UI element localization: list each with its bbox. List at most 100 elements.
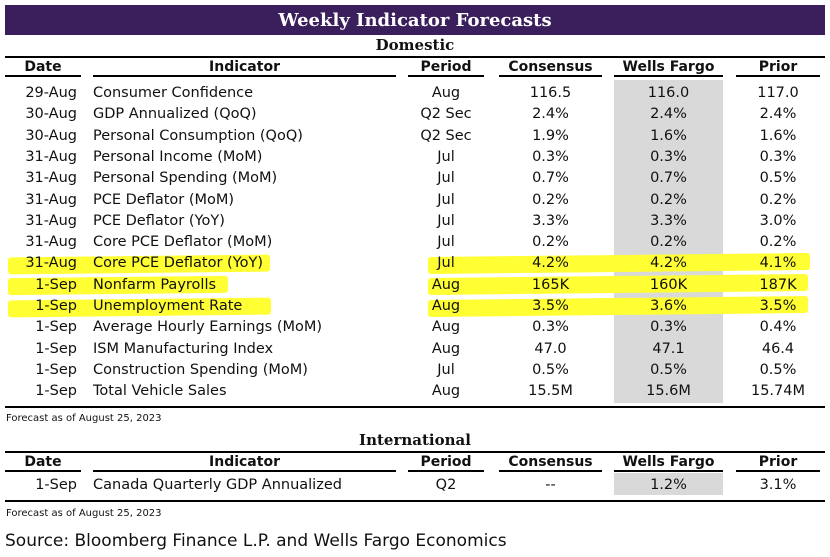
- row-prior: 117.0: [757, 85, 799, 101]
- row-indicator: GDP Annualized (QoQ): [93, 106, 257, 123]
- row-consensus: 15.5M: [528, 383, 573, 400]
- row-period: Aug: [431, 340, 461, 357]
- table-row: 1-Sep Unemployment Rate Aug 3.5% 3.6% 3.5%: [5, 295, 825, 316]
- row-period: Q2 Sec: [420, 127, 472, 144]
- row-wells-fargo: 2.4%: [650, 106, 687, 123]
- row-prior: 0.2%: [759, 191, 797, 208]
- international-header-row: Date Indicator Period Consensus Wells Fa…: [5, 451, 825, 473]
- row-date: 31-Aug: [25, 234, 77, 251]
- row-indicator: Core PCE Deflator (YoY): [93, 255, 264, 272]
- table-row: 31-Aug Core PCE Deflator (MoM) Jul 0.2% 0.2%…: [5, 231, 825, 252]
- row-consensus: 0.2%: [532, 234, 569, 251]
- row-indicator: PCE Deflator (MoM): [93, 191, 235, 208]
- row-wells-fargo: 3.3%: [650, 212, 687, 229]
- row-prior: 3.5%: [759, 298, 797, 314]
- row-wells-fargo: 1.6%: [650, 127, 687, 144]
- wells-fargo-column-shade: [614, 80, 723, 403]
- row-prior: 0.5%: [759, 170, 797, 187]
- row-prior: 0.4%: [759, 319, 797, 336]
- table-row: 1-Sep Nonfarm Payrolls Aug 165K 160K 187K: [5, 274, 825, 295]
- source-note: Source: Bloomberg Finance L.P. and Wells…: [5, 531, 507, 551]
- table-row: 1-Sep Total Vehicle Sales Aug 15.5M 15.6M 15.…: [5, 380, 825, 401]
- row-date: 1-Sep: [35, 276, 77, 293]
- row-indicator: Average Hourly Earnings (MoM): [93, 319, 323, 336]
- row-prior: 0.5%: [759, 361, 797, 378]
- header-prior: Prior: [736, 59, 820, 77]
- row-wells-fargo: 47.1: [652, 340, 685, 357]
- header-wells-fargo: Wells Fargo: [614, 454, 723, 472]
- row-consensus: 0.3%: [532, 148, 569, 165]
- row-indicator: Core PCE Deflator (MoM): [93, 234, 273, 251]
- row-date: 30-Aug: [25, 127, 77, 144]
- row-wells-fargo: 4.2%: [650, 255, 687, 272]
- header-consensus: Consensus: [499, 454, 602, 472]
- row-period: Jul: [437, 170, 455, 187]
- row-indicator: Personal Spending (MoM): [93, 170, 278, 187]
- table-row: 31-Aug Core PCE Deflator (YoY) Jul 4.2% 4.2%…: [5, 252, 825, 273]
- row-period: Jul: [437, 191, 455, 208]
- row-period: Aug: [431, 298, 461, 314]
- row-period: Jul: [437, 255, 455, 272]
- row-consensus: 47.0: [534, 340, 567, 357]
- row-wells-fargo: 15.6M: [646, 383, 691, 400]
- table-row: 31-Aug Personal Income (MoM) Jul 0.3% 0.3% 0.…: [5, 146, 825, 167]
- domestic-header-row: Date Indicator Period Consensus Wells Fa…: [5, 56, 825, 78]
- row-period: Aug: [431, 85, 461, 101]
- row-wells-fargo: 0.3%: [650, 319, 687, 336]
- row-date: 1-Sep: [35, 361, 77, 378]
- row-prior: 187K: [759, 276, 797, 293]
- row-consensus: 1.9%: [532, 127, 569, 144]
- row-indicator: Canada Quarterly GDP Annualized: [93, 477, 342, 493]
- row-consensus: 165K: [531, 276, 570, 293]
- header-period: Period: [408, 454, 484, 472]
- row-date: 31-Aug: [25, 191, 77, 208]
- row-wells-fargo: 160K: [649, 276, 688, 293]
- table-row: 1-Sep Average Hourly Earnings (MoM) Aug 0.3…: [5, 316, 825, 337]
- table-row: 30-Aug Personal Consumption (QoQ) Q2 Sec 1.…: [5, 125, 825, 146]
- row-date: 1-Sep: [35, 298, 77, 314]
- row-consensus: 3.5%: [532, 298, 569, 314]
- row-date: 31-Aug: [25, 255, 77, 272]
- header-indicator: Indicator: [93, 454, 396, 472]
- row-consensus: 0.2%: [532, 191, 569, 208]
- row-indicator: Consumer Confidence: [93, 85, 254, 101]
- row-indicator: PCE Deflator (YoY): [93, 212, 225, 229]
- row-period: Q2: [435, 477, 457, 493]
- row-date: 1-Sep: [35, 383, 77, 400]
- row-prior: 3.1%: [759, 477, 797, 493]
- row-consensus: 4.2%: [532, 255, 569, 272]
- header-consensus: Consensus: [499, 59, 602, 77]
- row-prior: 2.4%: [759, 106, 797, 123]
- row-wells-fargo: 0.2%: [650, 191, 687, 208]
- row-indicator: Construction Spending (MoM): [93, 361, 308, 378]
- row-date: 31-Aug: [25, 212, 77, 229]
- row-period: Jul: [437, 148, 455, 165]
- row-consensus: --: [545, 477, 556, 493]
- row-period: Jul: [437, 212, 455, 229]
- table-row: 31-Aug PCE Deflator (YoY) Jul 3.3% 3.3% 3.0%: [5, 210, 825, 231]
- row-date: 1-Sep: [35, 319, 77, 336]
- header-period: Period: [408, 59, 484, 77]
- row-period: Aug: [431, 276, 461, 293]
- row-indicator: Personal Consumption (QoQ): [93, 127, 303, 144]
- row-consensus: 0.3%: [532, 319, 569, 336]
- row-indicator: Total Vehicle Sales: [93, 383, 227, 400]
- table-row: 29-Aug Consumer Confidence Aug 116.5 116.0 11…: [5, 82, 825, 103]
- domestic-table-bottom-rule: [5, 406, 825, 408]
- row-date: 31-Aug: [25, 148, 77, 165]
- row-period: Q2 Sec: [420, 106, 472, 123]
- row-indicator: ISM Manufacturing Index: [93, 340, 274, 357]
- wells-fargo-column-shade: [614, 473, 723, 495]
- table-row: 1-Sep Construction Spending (MoM) Jul 0.5% 0…: [5, 359, 825, 380]
- row-date: 1-Sep: [35, 477, 77, 493]
- row-wells-fargo: 0.5%: [650, 361, 687, 378]
- row-prior: 0.2%: [759, 234, 797, 251]
- domestic-section-title: Domestic: [375, 36, 455, 54]
- table-row: 31-Aug PCE Deflator (MoM) Jul 0.2% 0.2% 0.2%: [5, 189, 825, 210]
- row-wells-fargo: 0.2%: [650, 234, 687, 251]
- row-indicator: Nonfarm Payrolls: [93, 276, 217, 293]
- row-consensus: 0.5%: [532, 361, 569, 378]
- row-indicator: Personal Income (MoM): [93, 148, 263, 165]
- table-row: 30-Aug GDP Annualized (QoQ) Q2 Sec 2.4% 2.4%…: [5, 103, 825, 124]
- header-wells-fargo: Wells Fargo: [614, 59, 723, 77]
